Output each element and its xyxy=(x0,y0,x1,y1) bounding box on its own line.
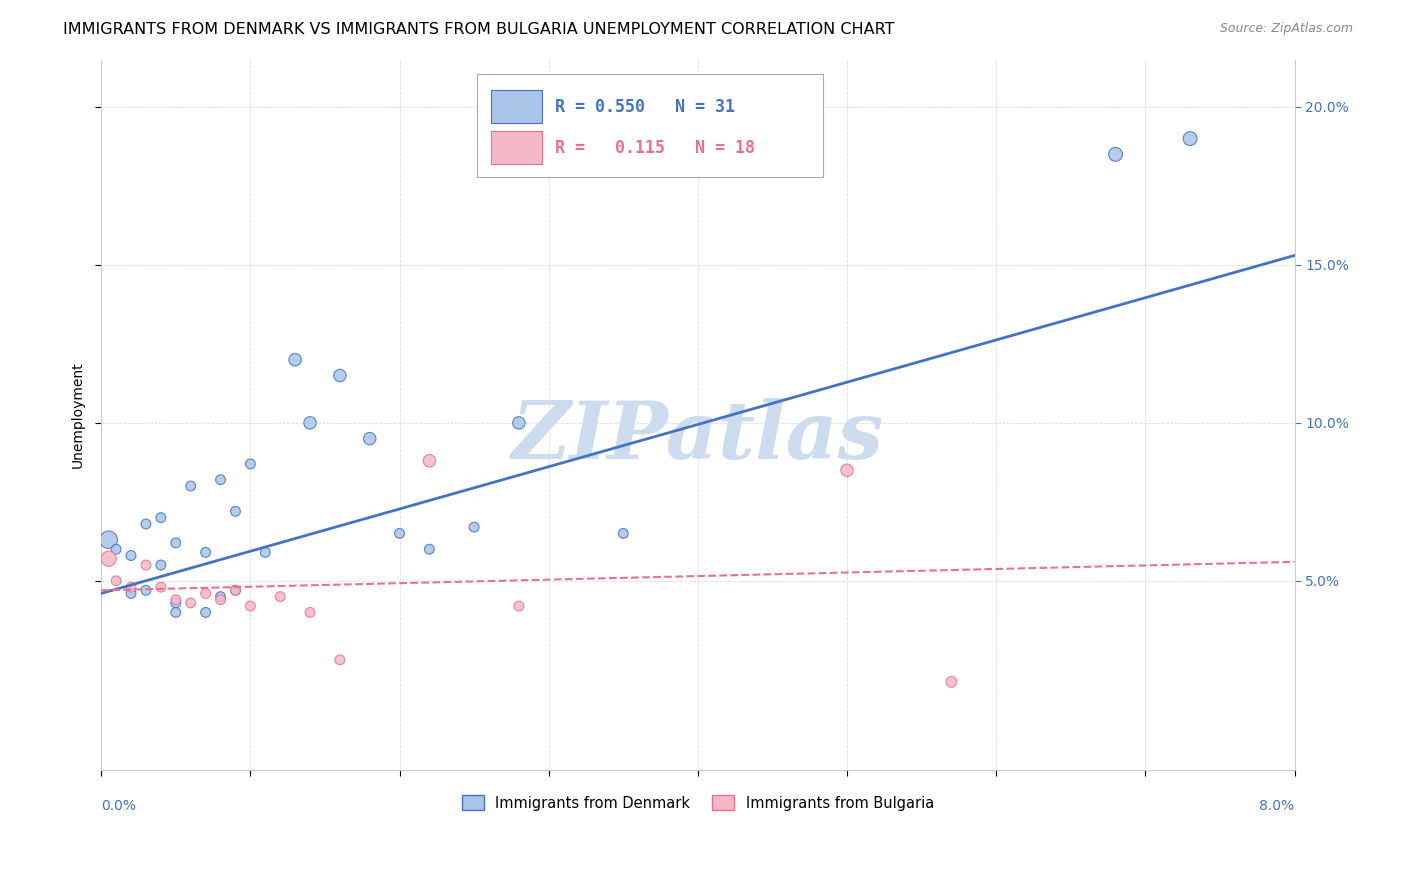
Point xyxy=(1104,147,1126,161)
Point xyxy=(224,504,246,518)
Point xyxy=(359,432,381,446)
FancyBboxPatch shape xyxy=(492,90,541,123)
Point xyxy=(194,545,217,559)
FancyBboxPatch shape xyxy=(492,131,541,164)
Point xyxy=(97,551,120,566)
Point xyxy=(194,586,217,600)
Point xyxy=(508,416,530,430)
Point xyxy=(269,590,291,604)
Text: IMMIGRANTS FROM DENMARK VS IMMIGRANTS FROM BULGARIA UNEMPLOYMENT CORRELATION CHA: IMMIGRANTS FROM DENMARK VS IMMIGRANTS FR… xyxy=(63,22,894,37)
Point xyxy=(284,352,307,367)
Point xyxy=(418,542,440,557)
Point xyxy=(135,516,157,531)
Point xyxy=(194,606,217,620)
Point xyxy=(239,457,262,471)
Point xyxy=(224,583,246,598)
Point xyxy=(941,674,963,689)
Point xyxy=(388,526,411,541)
Point xyxy=(105,542,128,557)
Point xyxy=(463,520,485,534)
Point xyxy=(165,606,187,620)
Point xyxy=(149,558,172,572)
Point xyxy=(209,592,232,607)
Point xyxy=(180,479,202,493)
FancyBboxPatch shape xyxy=(477,74,823,177)
Point xyxy=(165,592,187,607)
Point xyxy=(209,473,232,487)
Point xyxy=(149,580,172,594)
Point xyxy=(165,536,187,550)
Text: ZIPatlas: ZIPatlas xyxy=(512,398,884,475)
Legend: Immigrants from Denmark, Immigrants from Bulgaria: Immigrants from Denmark, Immigrants from… xyxy=(456,789,939,816)
Point xyxy=(1178,131,1201,145)
Point xyxy=(835,463,858,477)
Point xyxy=(165,596,187,610)
Text: R =   0.115   N = 18: R = 0.115 N = 18 xyxy=(555,139,755,157)
Point xyxy=(120,549,142,563)
Point xyxy=(209,590,232,604)
Text: R = 0.550   N = 31: R = 0.550 N = 31 xyxy=(555,97,735,115)
Point xyxy=(612,526,634,541)
Y-axis label: Unemployment: Unemployment xyxy=(72,361,86,468)
Text: 0.0%: 0.0% xyxy=(101,798,136,813)
Point xyxy=(135,558,157,572)
Text: Source: ZipAtlas.com: Source: ZipAtlas.com xyxy=(1219,22,1353,36)
Point xyxy=(149,510,172,524)
Point xyxy=(329,653,352,667)
Point xyxy=(97,533,120,547)
Point xyxy=(120,580,142,594)
Point xyxy=(254,545,277,559)
Text: 8.0%: 8.0% xyxy=(1260,798,1295,813)
Point xyxy=(105,574,128,588)
Point xyxy=(299,416,322,430)
Point xyxy=(239,599,262,613)
Point xyxy=(299,606,322,620)
Point xyxy=(180,596,202,610)
Point xyxy=(508,599,530,613)
Point xyxy=(224,583,246,598)
Point xyxy=(418,454,440,468)
Point xyxy=(329,368,352,383)
Point xyxy=(135,583,157,598)
Point xyxy=(120,586,142,600)
